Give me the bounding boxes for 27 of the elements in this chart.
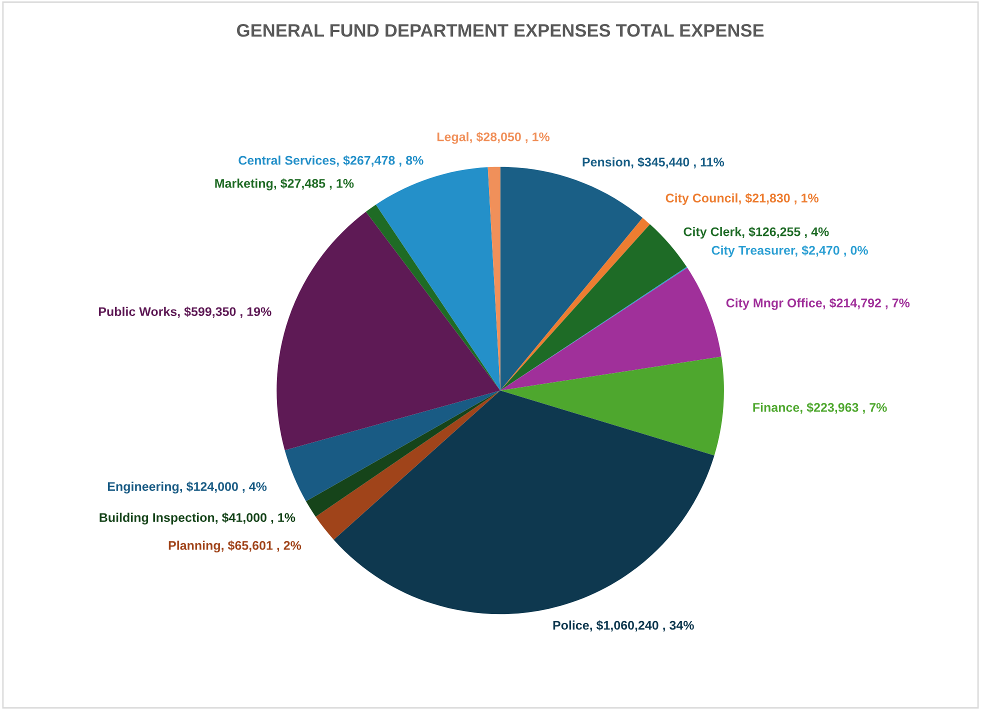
pie-slice (500, 166, 643, 390)
slice-label: Building Inspection, $41,000 , 1% (100, 512, 296, 524)
pie-slice (316, 390, 500, 540)
pie-slice (334, 390, 714, 614)
slice-label: Legal, $28,050 , 1% (437, 132, 550, 144)
pie-slice (488, 166, 500, 390)
slice-label: City Clerk, $126,255 , 4% (684, 226, 829, 239)
slice-label: Public Works, $599,350 , 19% (98, 306, 272, 318)
slice-label: Planning, $65,601 , 2% (168, 540, 302, 552)
slice-label: City Treasurer, $2,470 , 0% (712, 245, 868, 258)
pie-slice (306, 390, 500, 517)
pie-slice (284, 390, 500, 502)
slice-label: Pension, $345,440 , 11% (582, 157, 724, 168)
slice-label: Finance, $223,963 , 7% (753, 402, 887, 414)
slice-label: Central Services, $267,478 , 8% (238, 155, 424, 167)
pie-slice (366, 204, 500, 390)
pie-slice (376, 167, 500, 390)
pie-slice (500, 356, 724, 456)
pie-slice (500, 218, 650, 390)
slice-label: Engineering, $124,000 , 4% (108, 482, 267, 494)
slice-label: Police, $1,060,240 , 34% (553, 620, 694, 632)
chart-title: GENERAL FUND DEPARTMENT EXPENSES TOTAL EXPENSE (237, 24, 764, 37)
slice-label: City Mngr Office, $214,792 , 7% (726, 298, 910, 310)
pie-slice (276, 212, 500, 450)
pie-slice (500, 268, 722, 390)
slice-label: Marketing, $27,485 , 1% (215, 178, 354, 190)
slice-label: City Council, $21,830 , 1% (666, 193, 819, 205)
